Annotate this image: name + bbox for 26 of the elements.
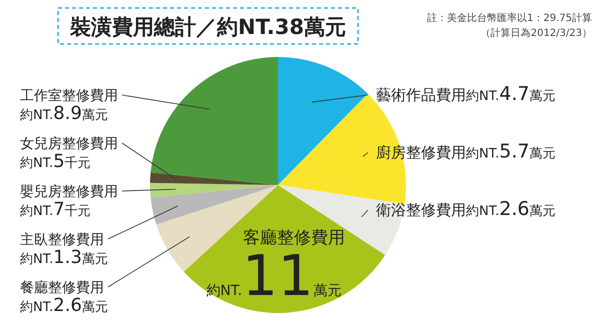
text: 註：美金比台幣匯率以1：29.75計算 [427,12,592,24]
pie-slice [278,57,368,185]
data-label: 約NT.2.6萬元 [466,198,556,220]
pie-slice [150,185,278,225]
slice-label: 客廳整修費用 [242,228,345,248]
slice-label: 藝術作品費用 [376,86,466,104]
text: （計算日為2012/3/23） [480,27,592,39]
data-label: 約NT.4.7萬元 [466,83,556,105]
chart-title: 裝潢費用總計／約NT.38萬元 [69,15,346,39]
data-label: 約NT.8.9萬元 [20,103,108,124]
data-label: 約NT.1.3萬元 [20,247,108,268]
slice-label: 嬰兒房整修費用 [20,184,118,200]
slice-label: 主臥整修費用 [20,232,104,248]
data-label: 約NT.2.6萬元 [20,295,108,316]
data-label: 約NT.7千元 [20,199,91,220]
slice-label: 女兒房整修費用 [20,136,118,152]
pie-slice [278,185,405,256]
data-label: 約NT.5千元 [20,151,91,172]
title: 裝潢費用總計／約NT.38萬元 [57,7,359,45]
pie-slice [150,182,278,198]
pie-slice [150,172,278,185]
slice-label: 工作室整修費用 [20,88,118,104]
slice-label: 餐廳整修費用 [20,280,104,296]
pie-slice [150,57,278,185]
data-label: 約NT.5.7萬元 [466,140,556,162]
slice-label: 衛浴整修費用 [376,201,466,219]
